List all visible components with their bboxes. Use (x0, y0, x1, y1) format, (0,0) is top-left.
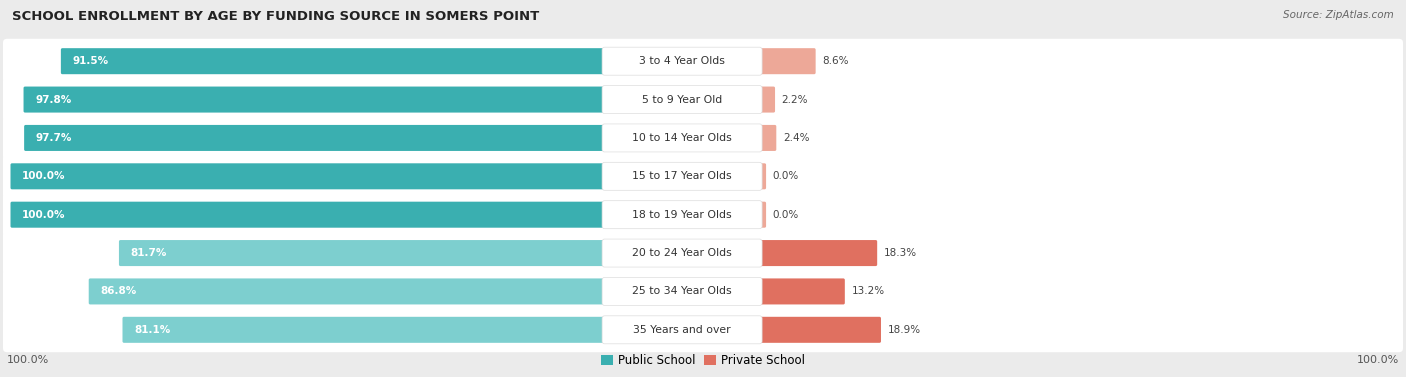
FancyBboxPatch shape (602, 86, 762, 113)
Text: 0.0%: 0.0% (772, 210, 799, 220)
Text: 18 to 19 Year Olds: 18 to 19 Year Olds (633, 210, 733, 220)
FancyBboxPatch shape (24, 125, 606, 151)
FancyBboxPatch shape (120, 240, 606, 266)
FancyBboxPatch shape (3, 154, 1403, 199)
FancyBboxPatch shape (602, 201, 762, 229)
Text: 86.8%: 86.8% (100, 287, 136, 296)
Text: 100.0%: 100.0% (22, 210, 66, 220)
Text: 3 to 4 Year Olds: 3 to 4 Year Olds (640, 56, 725, 66)
FancyBboxPatch shape (3, 115, 1403, 160)
Text: 100.0%: 100.0% (22, 171, 66, 181)
Text: 15 to 17 Year Olds: 15 to 17 Year Olds (633, 171, 733, 181)
Text: 2.4%: 2.4% (783, 133, 810, 143)
FancyBboxPatch shape (602, 162, 762, 190)
FancyBboxPatch shape (3, 269, 1403, 314)
Text: 0.0%: 0.0% (772, 171, 799, 181)
FancyBboxPatch shape (3, 192, 1403, 237)
Text: 97.7%: 97.7% (35, 133, 72, 143)
FancyBboxPatch shape (10, 163, 606, 189)
Text: 91.5%: 91.5% (72, 56, 108, 66)
FancyBboxPatch shape (24, 87, 606, 113)
Text: 8.6%: 8.6% (823, 56, 849, 66)
FancyBboxPatch shape (602, 277, 762, 305)
FancyBboxPatch shape (758, 317, 882, 343)
Text: 5 to 9 Year Old: 5 to 9 Year Old (643, 95, 723, 104)
FancyBboxPatch shape (758, 240, 877, 266)
FancyBboxPatch shape (60, 48, 606, 74)
Text: 25 to 34 Year Olds: 25 to 34 Year Olds (633, 287, 733, 296)
Text: 10 to 14 Year Olds: 10 to 14 Year Olds (633, 133, 733, 143)
Text: 35 Years and over: 35 Years and over (633, 325, 731, 335)
FancyBboxPatch shape (602, 239, 762, 267)
Text: 2.2%: 2.2% (782, 95, 808, 104)
FancyBboxPatch shape (602, 316, 762, 344)
FancyBboxPatch shape (122, 317, 606, 343)
Text: Source: ZipAtlas.com: Source: ZipAtlas.com (1284, 10, 1393, 20)
Text: 100.0%: 100.0% (1357, 355, 1399, 365)
FancyBboxPatch shape (10, 202, 606, 228)
FancyBboxPatch shape (758, 163, 766, 189)
FancyBboxPatch shape (602, 47, 762, 75)
FancyBboxPatch shape (89, 279, 606, 305)
FancyBboxPatch shape (758, 48, 815, 74)
Text: SCHOOL ENROLLMENT BY AGE BY FUNDING SOURCE IN SOMERS POINT: SCHOOL ENROLLMENT BY AGE BY FUNDING SOUR… (13, 10, 540, 23)
Text: 18.3%: 18.3% (884, 248, 917, 258)
FancyBboxPatch shape (3, 231, 1403, 276)
FancyBboxPatch shape (758, 279, 845, 305)
Text: 18.9%: 18.9% (887, 325, 921, 335)
Text: 81.1%: 81.1% (134, 325, 170, 335)
Text: 20 to 24 Year Olds: 20 to 24 Year Olds (633, 248, 733, 258)
Legend: Public School, Private School: Public School, Private School (599, 351, 807, 369)
Text: 100.0%: 100.0% (7, 355, 49, 365)
FancyBboxPatch shape (3, 39, 1403, 84)
FancyBboxPatch shape (602, 124, 762, 152)
Text: 13.2%: 13.2% (851, 287, 884, 296)
FancyBboxPatch shape (3, 77, 1403, 122)
FancyBboxPatch shape (758, 202, 766, 228)
Text: 81.7%: 81.7% (131, 248, 167, 258)
Text: 97.8%: 97.8% (35, 95, 72, 104)
FancyBboxPatch shape (758, 87, 775, 113)
FancyBboxPatch shape (3, 307, 1403, 352)
FancyBboxPatch shape (758, 125, 776, 151)
